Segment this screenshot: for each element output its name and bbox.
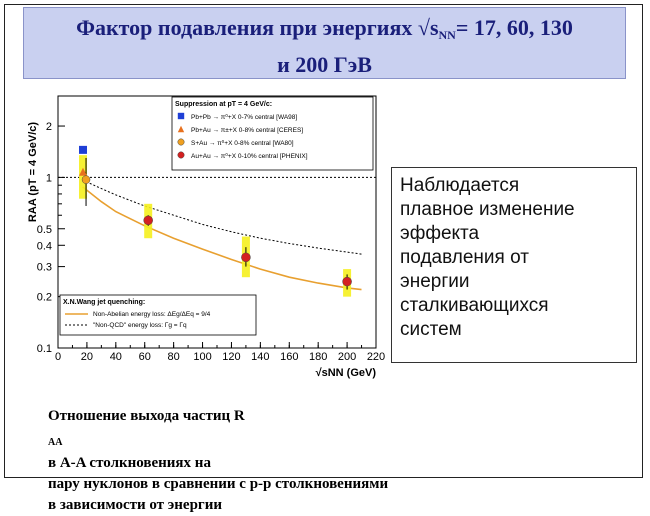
y-tick-label: 0.1: [37, 343, 52, 355]
curve-legend-entry: Non-Abelian energy loss: ΔEg/ΔEq = 9/4: [93, 311, 211, 318]
slide-frame: [4, 4, 643, 478]
data-point: [81, 175, 91, 184]
note-line: сталкивающихся: [400, 295, 549, 316]
x-tick-label: 100: [193, 351, 211, 363]
theory-curve: [82, 186, 362, 291]
curve-legend-entry: "Non-QCD" energy loss: Γg = Γq: [93, 322, 187, 329]
title-line-1: Фактор подавления при энергиях √sNN= 17,…: [76, 15, 573, 42]
data-point: [177, 151, 185, 159]
x-tick-label: 160: [280, 351, 298, 363]
x-tick-label: 200: [338, 351, 356, 363]
legend-title: Suppression at pT = 4 GeV/c:: [175, 101, 272, 108]
legend-box: [171, 96, 374, 171]
caption-text: Отношение выхода частиц R: [48, 408, 245, 424]
raa-chart: 0 20 40 60 80 100 120 140 160 180 200 220 0.1 0.2 0.3 0…: [27, 95, 385, 379]
y-tick-label: 0.2: [37, 292, 52, 304]
legend-entry: Pb+Au → π±+X 0-8% central [CERES]: [191, 127, 303, 134]
note-line: систем: [400, 319, 462, 340]
note-line: эффекта: [400, 223, 480, 244]
note-line: Наблюдается: [400, 175, 520, 196]
x-axis-title: √sNN (GeV): [316, 367, 377, 379]
legend-entry: S+Au → π⁰+X 0-8% central [WA80]: [191, 139, 294, 147]
x-tick-label: 0: [55, 351, 61, 363]
x-tick-label: 120: [222, 351, 240, 363]
caption-text: в A-A столкновениях на: [48, 455, 211, 471]
data-point: [177, 138, 185, 146]
title-line-2: и 200 ГэВ: [277, 52, 372, 77]
caption-line-3: в зависимости от энергии: [48, 497, 223, 513]
data-point: [241, 252, 251, 263]
note-line: плавное изменение: [400, 199, 575, 220]
data-point: [79, 145, 88, 154]
x-tick-label: 20: [81, 351, 93, 363]
curve-legend-box: [59, 294, 257, 336]
title-sqrt: √s: [417, 15, 439, 40]
slide-title: Фактор подавления при энергиях √sNN= 17,…: [23, 7, 626, 79]
y-tick-label: 0.4: [37, 240, 52, 252]
data-point: [177, 112, 185, 120]
data-point: [177, 125, 185, 133]
theory-curve: [82, 179, 362, 255]
y-tick-label: 2: [46, 121, 52, 133]
x-tick-label: 80: [168, 351, 180, 363]
x-tick-label: 180: [309, 351, 327, 363]
x-tick-label: 140: [251, 351, 269, 363]
caption-line-1: Отношение выхода частиц R AA в A-A столкн…: [48, 406, 388, 474]
data-point: [79, 167, 88, 176]
note-line: энергии: [400, 271, 470, 292]
y-axis-title: RAA (pT = 4 GeV/c): [27, 122, 39, 222]
y-tick-label: 1: [46, 172, 52, 184]
legend-entry: Au+Au → π⁰+X 0-10% central [PHENIX]: [191, 152, 308, 160]
y-tick-label: 0.3: [37, 262, 52, 274]
x-tick-label: 40: [110, 351, 122, 363]
title-text-post: = 17, 60, 130: [455, 15, 573, 40]
caption-subscript: AA: [48, 437, 63, 448]
slide-caption: Отношение выхода частиц R AA в A-A столкн…: [48, 406, 388, 516]
data-point: [342, 276, 352, 287]
legend-entry: Pb+Pb → π⁰+X 0-7% central [WA98]: [191, 113, 297, 121]
note-line: подавления от: [400, 247, 529, 268]
curve-legend-title: X.N.Wang jet quenching:: [63, 299, 145, 306]
x-tick-label: 220: [367, 351, 385, 363]
data-point: [143, 215, 153, 226]
x-tick-label: 60: [139, 351, 151, 363]
y-tick-label: 0.5: [37, 224, 52, 236]
title-subscript: NN: [438, 28, 456, 42]
title-text-pre: Фактор подавления при энергиях: [76, 15, 418, 40]
observation-note: Наблюдается плавное изменение эффекта по…: [391, 167, 637, 363]
